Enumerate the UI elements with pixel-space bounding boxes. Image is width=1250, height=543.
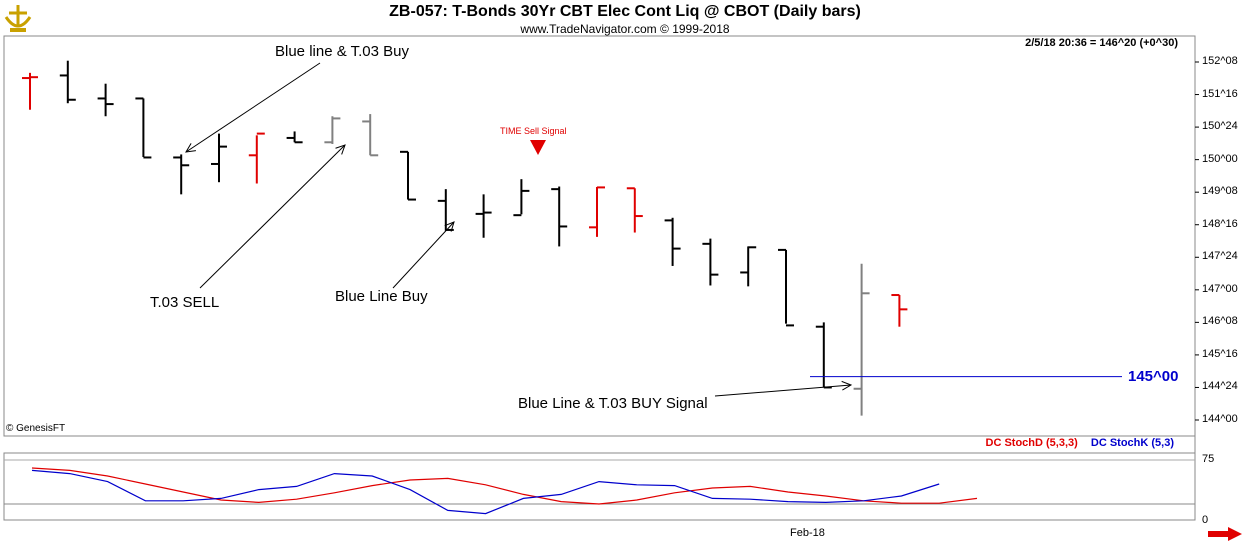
ohlc-bar	[400, 150, 416, 201]
ohlc-bar	[286, 131, 303, 144]
ohlc-bar	[248, 132, 265, 184]
ohlc-bar	[702, 238, 719, 286]
ohlc-bar	[626, 187, 643, 233]
arrow-head	[335, 144, 346, 155]
time-sell-signal-triangle	[530, 140, 546, 155]
copyright-text: www.TradeNavigator.com © 1999-2018	[520, 22, 730, 36]
price-tick-label: 152^08	[1202, 55, 1238, 67]
arrow-blue-line-buy	[392, 221, 455, 289]
chart-title: ZB-057: T-Bonds 30Yr CBT Elec Cont Liq @…	[389, 3, 861, 20]
ohlc-bar	[891, 294, 908, 327]
trade-navigator-logo-icon	[3, 3, 33, 35]
ohlc-bar	[362, 114, 379, 157]
ohlc-bar	[475, 194, 492, 238]
legend-stochk: DC StochK (5,3)	[1090, 437, 1174, 449]
arrow-shaft	[199, 144, 346, 289]
stoch-tick-0: 0	[1202, 514, 1209, 526]
ohlc-bar	[173, 154, 190, 195]
ohlc-bar	[815, 322, 832, 389]
annotation-blue-line-t03-buy: Blue line & T.03 Buy	[275, 43, 409, 60]
arrow-shaft	[714, 384, 852, 397]
arrow-head	[841, 380, 853, 391]
price-tick-label: 144^24	[1202, 380, 1238, 393]
indicator-legend: DC StochD (5,3,3) DC StochK (5,3)	[986, 437, 1174, 449]
annotation-blue-line-buy: Blue Line Buy	[335, 288, 428, 305]
last-quote-readout: 2/5/18 20:36 = 146^20 (+0^30)	[1025, 37, 1178, 49]
legend-stochd: DC StochD (5,3,3)	[985, 437, 1078, 449]
price-tick-label: 150^00	[1202, 152, 1238, 165]
x-axis-label: Feb-18	[790, 527, 825, 539]
price-tick-label: 148^16	[1202, 217, 1238, 230]
ohlc-bar	[589, 186, 605, 237]
annotation-blue-line-t03-buy-signal: Blue Line & T.03 BUY Signal	[518, 395, 708, 412]
ohlc-bar	[778, 248, 794, 327]
arrow-blue-line-t03-buy	[185, 62, 321, 153]
chart-frames	[3, 35, 1199, 521]
arrow-head	[185, 143, 196, 153]
ohlc-bar	[22, 72, 38, 110]
price-tick-label: 145^16	[1202, 347, 1238, 360]
arrow-t03-sell	[199, 144, 346, 289]
price-tick-label: 146^08	[1202, 315, 1238, 328]
ohlc-bar	[211, 133, 227, 183]
price-tick-label: 147^00	[1202, 282, 1238, 295]
price-panel-frame	[3, 35, 1196, 437]
genesis-credit: © GenesisFT	[6, 423, 66, 434]
ohlc-bar	[853, 263, 870, 416]
ohlc-bar	[135, 97, 152, 159]
price-tick-label: 149^08	[1202, 185, 1238, 198]
price-tick-label: 144^00	[1202, 413, 1238, 425]
ohlc-bar	[551, 186, 568, 247]
stoch-panel-frame	[3, 452, 1196, 521]
scroll-right-arrow-icon[interactable]	[1206, 527, 1244, 541]
price-tick-label: 147^24	[1202, 250, 1238, 263]
ohlc-bar	[513, 179, 530, 217]
price-tick-label: 150^24	[1202, 120, 1238, 133]
annotation-t03-sell: T.03 SELL	[150, 294, 220, 311]
stoch-tick-75: 75	[1202, 453, 1215, 465]
stochd-line	[31, 467, 978, 505]
annotation-arrows	[185, 62, 853, 397]
ohlc-bar	[59, 60, 76, 104]
arrow-shaft	[392, 221, 455, 289]
ohlc-bar	[97, 83, 114, 117]
price-tick-label: 151^16	[1202, 87, 1238, 100]
annotation-time-sell-signal: TIME Sell Signal	[500, 126, 567, 136]
level-line-label: 145^00	[1128, 368, 1179, 385]
ohlc-bar	[740, 246, 757, 287]
arrow-shaft	[185, 62, 321, 153]
stochk-line	[31, 469, 940, 515]
ohlc-bar	[324, 116, 341, 145]
arrow-head	[444, 221, 455, 232]
arrow-blue-line-t03-buy-signal	[714, 380, 853, 397]
ohlc-bar	[664, 217, 681, 266]
stochastic-lines	[4, 459, 1195, 515]
price-bars	[22, 60, 1122, 416]
